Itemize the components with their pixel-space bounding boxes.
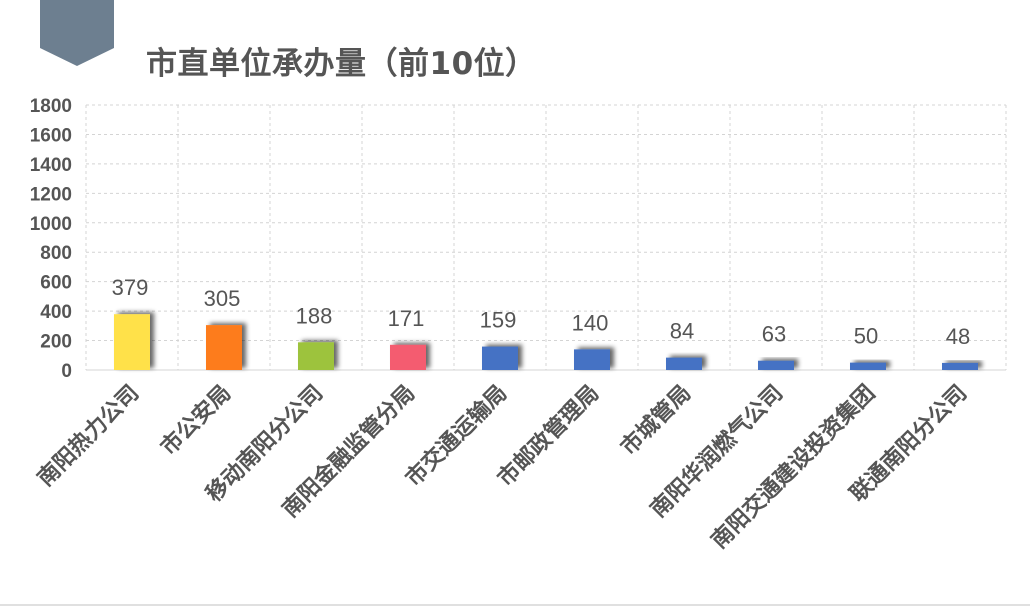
bar: [390, 344, 426, 370]
bar: [574, 349, 610, 370]
y-tick-label: 1000: [30, 214, 72, 235]
y-tick-label: 200: [40, 332, 72, 353]
bottom-divider: [0, 604, 1030, 606]
y-tick-label: 1600: [30, 125, 72, 146]
x-tick-label: 市城管局: [616, 380, 697, 461]
bar: [666, 357, 702, 370]
data-label: 63: [762, 322, 786, 347]
data-label: 48: [946, 324, 970, 349]
x-tick-label: 南阳交通建设投资集团: [706, 380, 880, 554]
data-label: 159: [480, 308, 517, 333]
y-tick-label: 1200: [30, 184, 72, 205]
x-tick-label: 南阳热力公司: [33, 380, 145, 492]
chart-title: 市直单位承办量（前10位）: [146, 46, 537, 82]
data-label: 379: [112, 275, 149, 300]
bar: [298, 342, 334, 370]
bar: [942, 362, 978, 370]
y-tick-label: 800: [40, 243, 72, 264]
data-label: 140: [572, 310, 609, 335]
bar: [206, 325, 242, 370]
title-banner-icon: [40, 0, 114, 66]
bar: [114, 314, 150, 370]
y-tick-label: 600: [40, 273, 72, 294]
data-label: 188: [296, 303, 333, 328]
y-tick-label: 1800: [30, 96, 72, 117]
y-tick-label: 0: [61, 361, 72, 382]
bar: [758, 360, 794, 370]
y-tick-label: 1400: [30, 155, 72, 176]
bar: [850, 362, 886, 370]
data-label: 171: [388, 306, 425, 331]
data-label: 84: [670, 319, 694, 344]
bar: [482, 346, 518, 370]
x-tick-label: 市公安局: [156, 380, 237, 461]
data-label: 305: [204, 286, 241, 311]
y-tick-label: 400: [40, 302, 72, 323]
data-label: 50: [854, 324, 878, 349]
